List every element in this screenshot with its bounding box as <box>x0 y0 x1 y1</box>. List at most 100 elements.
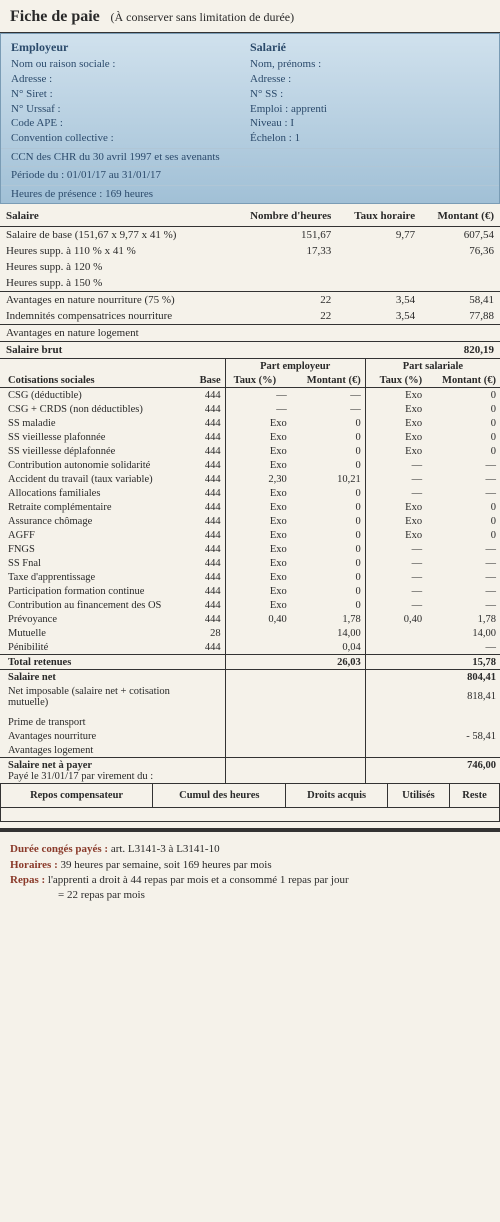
cot-value: Exo <box>225 486 291 500</box>
row-value <box>230 325 337 342</box>
cot-value: 0 <box>291 556 365 570</box>
row-value <box>337 259 421 275</box>
row-value: 151,67 <box>230 227 337 244</box>
net-row-value <box>225 729 291 743</box>
cot-value: 2,30 <box>225 472 291 486</box>
row-value <box>337 325 421 342</box>
cot-value: 444 <box>190 612 225 626</box>
net-row-label: Prime de transport <box>0 715 190 729</box>
cot-value: 0 <box>291 500 365 514</box>
col-hours: Nombre d'heures <box>230 204 337 227</box>
net-row-value <box>291 729 365 743</box>
cot-value: Exo <box>365 500 426 514</box>
row-value: 22 <box>230 308 337 325</box>
cot-value: 0 <box>291 598 365 612</box>
cot-label: SS vieillesse déplafonnée <box>0 444 190 458</box>
row-value: 77,88 <box>421 308 500 325</box>
cot-value: 0 <box>426 402 500 416</box>
cot-value: Exo <box>225 430 291 444</box>
employer-title: Employeur <box>11 40 250 55</box>
cotisations-table: Cotisations sociales Base Part employeur… <box>0 359 500 783</box>
cot-value: — <box>365 486 426 500</box>
net-row-value <box>225 715 291 729</box>
row-value <box>337 243 421 259</box>
cot-value: 444 <box>190 570 225 584</box>
net-row-value <box>225 743 291 758</box>
cot-value: 0,40 <box>365 612 426 626</box>
cot-value: 0 <box>291 570 365 584</box>
horaires-text: 39 heures par semaine, soit 169 heures p… <box>61 859 272 871</box>
repos-header: Cumul des heures <box>153 784 286 808</box>
header-block: Employeur Nom ou raison sociale :Adresse… <box>0 33 500 204</box>
conges-text: art. L3141-3 à L3141-10 <box>111 843 220 855</box>
employer-column: Employeur Nom ou raison sociale :Adresse… <box>11 40 250 146</box>
cot-value: 444 <box>190 486 225 500</box>
cot-label: Participation formation continue <box>0 584 190 598</box>
cot-value: — <box>225 402 291 416</box>
header-line: Emploi : apprenti <box>250 102 489 117</box>
cot-value: — <box>365 584 426 598</box>
cot-value: Exo <box>365 416 426 430</box>
header-line: N° Urssaf : <box>11 102 250 117</box>
cot-value: 0 <box>291 416 365 430</box>
payment-info: Payé le 31/01/17 par virement du : <box>8 771 153 782</box>
header-line: Adresse : <box>250 72 489 87</box>
net-row-value <box>426 715 500 729</box>
cot-value: Exo <box>225 584 291 598</box>
page-title: Fiche de paie <box>10 8 100 25</box>
cot-value: 1,78 <box>426 612 500 626</box>
total-retenues-label: Total retenues <box>0 655 190 670</box>
net-row-label: Avantages nourriture <box>0 729 190 743</box>
page-subtitle: (À conserver sans limitation de durée) <box>111 10 295 24</box>
row-value <box>230 275 337 292</box>
cot-label: Mutuelle <box>0 626 190 640</box>
cot-value: Exo <box>225 570 291 584</box>
cot-value: 444 <box>190 514 225 528</box>
col-employer: Part employeur <box>225 359 365 373</box>
cot-value: 0 <box>426 430 500 444</box>
repas-label: Repas : <box>10 874 45 886</box>
conges-label: Durée congés payés : <box>10 843 108 855</box>
cot-value: — <box>426 584 500 598</box>
cot-value: Exo <box>225 556 291 570</box>
header-line: Convention collective : <box>11 131 250 146</box>
cot-value: 0 <box>426 388 500 403</box>
employee-title: Salarié <box>250 40 489 55</box>
cot-value: — <box>291 402 365 416</box>
sal-mnt: Montant (€) <box>426 373 500 388</box>
cot-value: 0 <box>291 528 365 542</box>
net-row-value <box>190 729 225 743</box>
row-value: 3,54 <box>337 308 421 325</box>
header-line: Nom, prénoms : <box>250 57 489 72</box>
col-amount: Montant (€) <box>421 204 500 227</box>
cot-value: — <box>426 570 500 584</box>
net-row-value <box>190 715 225 729</box>
cot-value: Exo <box>225 542 291 556</box>
cot-value <box>365 640 426 655</box>
header-line: Niveau : I <box>250 116 489 131</box>
cot-value: 0 <box>291 514 365 528</box>
row-label: Avantages en nature nourriture (75 %) <box>0 292 230 309</box>
cot-value: 0 <box>291 486 365 500</box>
cot-value: Exo <box>225 500 291 514</box>
row-value <box>421 325 500 342</box>
row-value: 76,36 <box>421 243 500 259</box>
cot-value: — <box>365 556 426 570</box>
total-emp: 26,03 <box>291 655 365 670</box>
repos-table: Repos compensateurCumul des heuresDroits… <box>0 783 500 822</box>
payslip-page: Fiche de paie (À conserver sans limitati… <box>0 0 500 912</box>
cot-value <box>365 626 426 640</box>
cot-label: SS vieillesse plafonnée <box>0 430 190 444</box>
hours-line: Heures de présence : 169 heures <box>1 185 499 203</box>
cot-label: Retraite complémentaire <box>0 500 190 514</box>
cot-value: 444 <box>190 556 225 570</box>
cot-label: Accident du travail (taux variable) <box>0 472 190 486</box>
row-label: Salaire de base (151,67 x 9,77 x 41 %) <box>0 227 230 244</box>
cot-value: 14,00 <box>426 626 500 640</box>
cot-value: 444 <box>190 598 225 612</box>
cot-value: 444 <box>190 472 225 486</box>
row-value: 58,41 <box>421 292 500 309</box>
cot-value: — <box>291 388 365 403</box>
cot-label: Prévoyance <box>0 612 190 626</box>
repos-header: Droits acquis <box>286 784 387 808</box>
